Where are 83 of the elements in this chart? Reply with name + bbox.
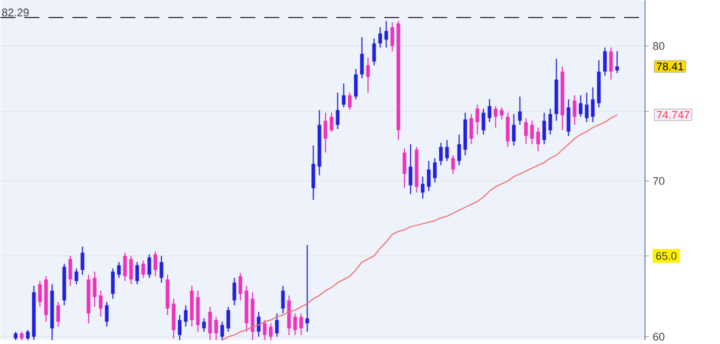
candlestick — [354, 68, 358, 100]
candlestick — [232, 277, 236, 306]
candlestick — [433, 158, 437, 183]
candlestick — [56, 301, 60, 328]
candlestick — [68, 255, 72, 286]
candlestick — [469, 113, 474, 145]
candlestick — [184, 304, 188, 328]
candlestick — [141, 260, 146, 278]
candlestick — [74, 268, 78, 285]
candlestick — [214, 316, 218, 341]
candlestick — [348, 92, 352, 111]
candlestick — [378, 26, 382, 48]
ref-line-label: 82.29 — [2, 8, 29, 16]
text: 78.41 — [656, 62, 684, 70]
candlestick — [482, 108, 486, 136]
candlestick — [426, 160, 431, 192]
candlestick — [305, 244, 310, 332]
candlestick — [494, 105, 498, 128]
candlestick — [578, 94, 582, 118]
candlestick — [457, 134, 461, 166]
candlestick — [129, 255, 133, 285]
candlestick — [281, 285, 285, 314]
candlestick — [488, 98, 492, 123]
candlestick — [384, 20, 388, 48]
candlestick — [98, 290, 103, 318]
candlestick — [238, 272, 242, 301]
candlestick — [262, 319, 267, 341]
y-tick-label: 65.0 — [656, 252, 677, 260]
candlestick — [584, 92, 589, 123]
candlestick — [530, 120, 534, 145]
candlestick — [202, 318, 206, 332]
candlestick — [512, 113, 516, 146]
candlestick — [372, 38, 376, 66]
candlestick — [590, 86, 595, 123]
candlestick — [220, 321, 224, 341]
candlestick — [104, 301, 109, 328]
line-series — [222, 114, 618, 341]
candlestick — [299, 312, 304, 336]
y-tick-label: 60 — [653, 332, 664, 341]
candlestick — [208, 306, 212, 341]
candlestick — [275, 312, 279, 338]
candlestick — [451, 154, 455, 174]
candlestick — [154, 250, 158, 277]
candlestick — [615, 50, 619, 74]
candlestick — [336, 92, 340, 130]
candlestick — [500, 106, 504, 120]
candlestick — [572, 94, 576, 126]
y-tick-label: 80 — [653, 42, 664, 50]
candlestick — [390, 22, 394, 52]
candlestick — [548, 108, 552, 136]
candlestick — [123, 252, 127, 282]
candlestick — [111, 268, 115, 300]
candlestick — [26, 329, 30, 341]
candlestick — [420, 176, 425, 200]
candlestick — [439, 142, 443, 166]
candlestick — [366, 57, 370, 94]
candlestick — [135, 262, 139, 285]
candlestick — [360, 36, 364, 79]
candlestick — [147, 254, 152, 278]
candlestick — [117, 262, 121, 278]
candlestick — [342, 82, 346, 108]
candlestick — [268, 322, 273, 341]
candlestick — [324, 112, 328, 154]
y-tick-label: 70 — [653, 177, 664, 185]
candlestick — [524, 118, 528, 145]
candlestick — [402, 148, 406, 189]
candlestick — [445, 139, 449, 162]
candlestick — [330, 112, 334, 132]
candlestick — [408, 144, 412, 195]
candlestick — [476, 104, 480, 136]
candlestick — [160, 255, 164, 284]
candlestick — [38, 280, 42, 308]
candlestick — [293, 312, 297, 336]
candlestick — [178, 314, 182, 341]
candlestick — [542, 112, 546, 145]
candlestick — [518, 96, 522, 126]
candlestick — [80, 246, 84, 276]
text: 74.747 — [656, 111, 690, 119]
candlestick — [603, 46, 607, 76]
candlestick — [226, 306, 230, 332]
candlestick — [92, 271, 96, 308]
candlestick — [609, 46, 613, 80]
candlestick — [536, 127, 540, 152]
